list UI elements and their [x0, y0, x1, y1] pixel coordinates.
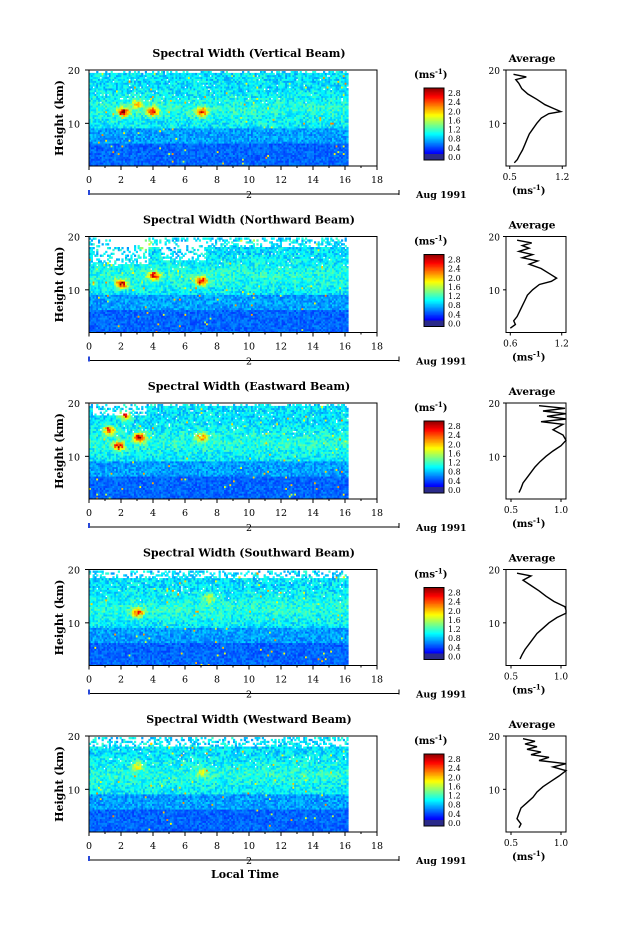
spectral-width-figure: Spectral Width (Vertical Beam)2010Height… [0, 0, 618, 929]
heatmap [89, 71, 349, 166]
heatmap-cell [163, 71, 165, 73]
panel-title: Spectral Width (Vertical Beam) [152, 47, 345, 60]
beam-panel: Spectral Width (Vertical Beam)2010Height… [53, 47, 569, 201]
